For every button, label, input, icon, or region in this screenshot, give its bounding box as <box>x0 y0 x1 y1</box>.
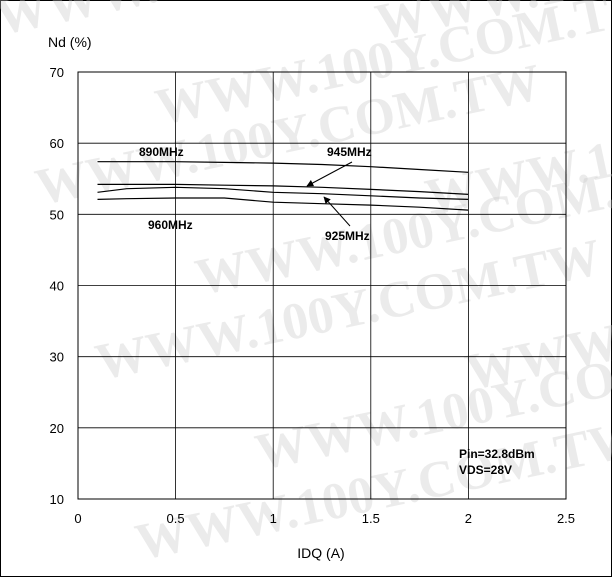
y-tick-label: 70 <box>50 65 64 80</box>
callout-layer <box>306 161 353 227</box>
annotation-vds: VDS=28V <box>459 463 512 477</box>
tick-layer: 0 0.5 1 1.5 2 2.5 10 20 30 40 50 60 70 <box>50 65 576 526</box>
series-label-960mhz: 960MHz <box>148 218 193 232</box>
y-tick-label: 20 <box>50 421 64 436</box>
y-tick-label: 60 <box>50 136 64 151</box>
plot-area-border <box>77 71 567 500</box>
x-tick-label: 2.5 <box>557 511 575 526</box>
y-tick-label: 50 <box>50 207 64 222</box>
annotation-pin: Pin=32.8dBm <box>459 447 535 461</box>
series-label-945mhz: 945MHz <box>327 145 372 159</box>
series-line-890mhz <box>97 161 469 173</box>
x-tick-label: 0 <box>74 511 81 526</box>
y-tick-label: 10 <box>50 492 64 507</box>
series-line-925mhz <box>97 186 469 200</box>
arrow-925mhz <box>323 196 351 227</box>
series-label-925mhz: 925MHz <box>325 229 370 243</box>
x-tick-label: 2 <box>465 511 472 526</box>
x-axis-title: IDQ (A) <box>297 545 344 561</box>
y-axis-title: Nd (%) <box>48 34 92 50</box>
x-tick-label: 0.5 <box>167 511 185 526</box>
y-tick-label: 40 <box>50 279 64 294</box>
y-tick-label: 30 <box>50 350 64 365</box>
x-tick-label: 1.5 <box>362 511 380 526</box>
series-line-945mhz <box>97 183 469 195</box>
series-line-960mhz <box>97 197 469 211</box>
arrow-945mhz <box>306 161 353 187</box>
x-tick-label: 1 <box>270 511 277 526</box>
series-layer <box>97 161 469 211</box>
series-label-890mhz: 890MHz <box>139 145 184 159</box>
